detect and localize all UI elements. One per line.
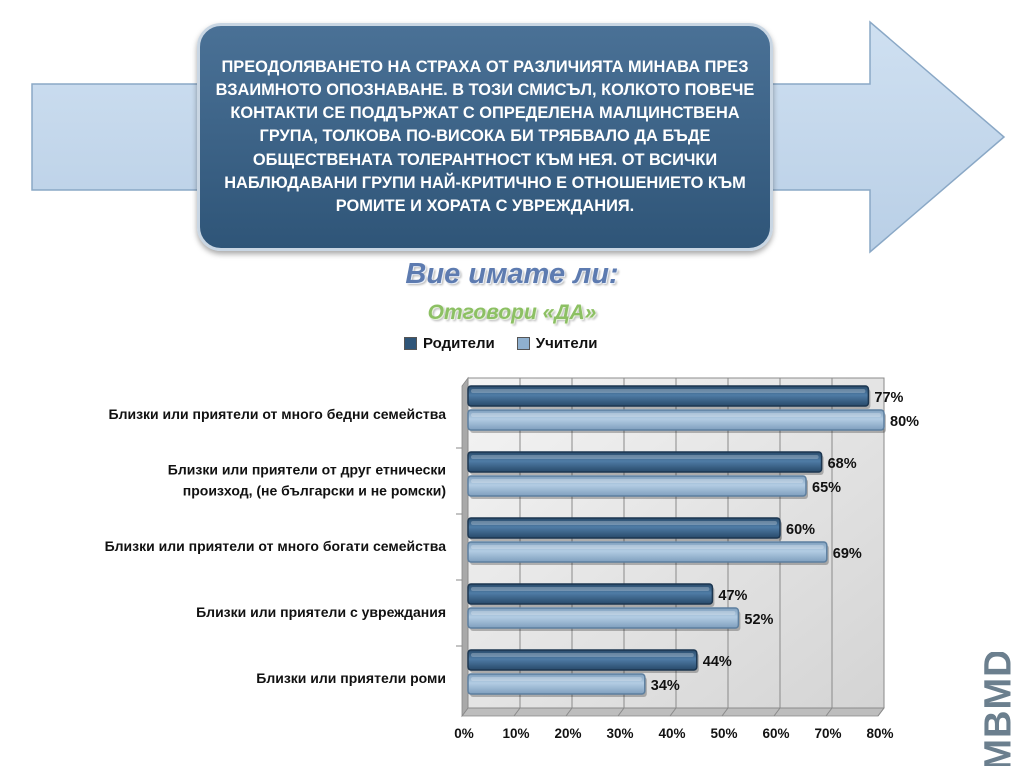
legend-label-parents: Родители: [423, 335, 495, 352]
info-callout: Преодоляването на страха от различията м…: [197, 23, 773, 251]
data-label-teachers: 80%: [890, 414, 919, 430]
chart-title: Вие имате ли:: [405, 258, 619, 290]
gridline-floor: [669, 707, 677, 717]
data-label-teachers: 34%: [651, 678, 680, 694]
data-label-parents: 77%: [874, 390, 903, 406]
category-label: Близки или приятели от много богати семе…: [105, 538, 447, 554]
legend-swatch-parents: [404, 337, 417, 350]
bar-teachers: [467, 607, 740, 629]
bar-teachers: [467, 541, 828, 563]
bar-highlight: [471, 653, 694, 657]
legend-swatch-teachers: [516, 337, 530, 350]
bar-parents: [467, 385, 870, 407]
bar-highlight: [471, 455, 819, 459]
category-label: Близки или приятели от много бедни семей…: [109, 406, 447, 422]
gridline-floor: [773, 707, 781, 717]
legend-label-teachers: Учители: [535, 335, 598, 352]
data-label-parents: 60%: [786, 522, 815, 538]
chart-legend: Родители Учители: [404, 335, 597, 352]
category-label: произход, (не български и не ромски): [183, 483, 446, 499]
x-tick-label: 80%: [866, 726, 893, 741]
x-tick-label: 10%: [502, 726, 529, 741]
data-label-teachers: 65%: [812, 480, 841, 496]
x-tick-label: 30%: [606, 726, 633, 741]
bar-parents: [467, 583, 714, 605]
gridline-floor: [513, 707, 521, 717]
data-label-teachers: 52%: [744, 612, 773, 628]
bar-highlight: [471, 587, 710, 591]
bar-highlight: [471, 389, 866, 393]
category-label: Близки или приятели роми: [256, 670, 446, 686]
legend-item-teachers: Учители: [516, 335, 598, 352]
bar-highlight: [471, 611, 736, 615]
category-label: Близки или приятели с увреждания: [196, 604, 446, 620]
mbmd-logo: MBMD: [976, 652, 1022, 766]
category-label: Близки или приятели от друг етнически: [168, 462, 446, 478]
bar-teachers: [467, 673, 646, 695]
chart-subtitle: Отговори «ДА»: [427, 301, 597, 324]
gridline-floor: [617, 707, 625, 717]
legend-item-parents: Родители: [404, 335, 495, 352]
gridline-floor: [877, 707, 885, 717]
bar-highlight: [471, 413, 881, 417]
x-tick-label: 0%: [454, 726, 474, 741]
x-tick-label: 40%: [658, 726, 685, 741]
x-tick-label: 70%: [814, 726, 841, 741]
gridline-floor: [825, 707, 833, 717]
plot-side-wall: [461, 376, 469, 718]
bar-teachers: [467, 475, 807, 497]
x-tick-label: 60%: [762, 726, 789, 741]
gridline-floor: [565, 707, 573, 717]
data-label-parents: 44%: [703, 654, 732, 670]
bar-highlight: [471, 521, 777, 525]
bar-parents: [467, 649, 698, 671]
bar-highlight: [471, 479, 803, 483]
bar-teachers: [467, 409, 885, 431]
data-label-parents: 68%: [828, 456, 857, 472]
x-tick-label: 50%: [710, 726, 737, 741]
gridline-floor: [721, 707, 729, 717]
data-label-teachers: 69%: [833, 546, 862, 562]
x-tick-label: 20%: [554, 726, 581, 741]
bar-highlight: [471, 545, 824, 549]
bar-parents: [467, 451, 823, 473]
callout-text: Преодоляването на страха от различията м…: [215, 57, 755, 215]
data-label-parents: 47%: [718, 588, 747, 604]
bar-highlight: [471, 677, 642, 681]
logo-text: MBMD: [977, 652, 1020, 766]
bar-parents: [467, 517, 781, 539]
